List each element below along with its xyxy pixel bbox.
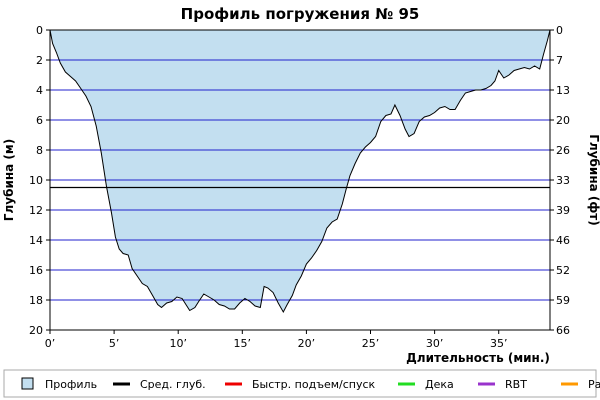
y2-tick-label: 39 bbox=[556, 204, 570, 217]
x-axis-title: Длительность (мин.) bbox=[406, 351, 550, 365]
x-tick-label: 20’ bbox=[298, 337, 316, 350]
y-tick-label: 18 bbox=[29, 294, 43, 307]
y-tick-label: 4 bbox=[36, 84, 43, 97]
y-tick-label: 8 bbox=[36, 144, 43, 157]
legend-label: Раб. bbox=[588, 378, 600, 391]
y-tick-label: 2 bbox=[36, 54, 43, 67]
y-tick-label: 16 bbox=[29, 264, 43, 277]
y-tick-label: 14 bbox=[29, 234, 43, 247]
y2-tick-label: 66 bbox=[556, 324, 570, 337]
y2-tick-label: 20 bbox=[556, 114, 570, 127]
y-axis-title-left: Глубина (м) bbox=[2, 139, 16, 221]
y2-tick-label: 46 bbox=[556, 234, 570, 247]
y-tick-label: 6 bbox=[36, 114, 43, 127]
y-tick-label: 20 bbox=[29, 324, 43, 337]
chart-title: Профиль погружения № 95 bbox=[181, 5, 420, 23]
y2-tick-label: 26 bbox=[556, 144, 570, 157]
legend: Профиль Сред. глуб. Быстр. подъем/спуск Дек… bbox=[3, 369, 600, 398]
profile-line bbox=[49, 29, 551, 314]
legend-frame bbox=[3, 369, 597, 398]
x-tick-label: 35’ bbox=[490, 337, 508, 350]
y-axis-title-right: Глубина (фт) bbox=[587, 134, 600, 225]
legend-label: Быстр. подъем/спуск bbox=[252, 378, 376, 391]
y2-tick-label: 52 bbox=[556, 264, 570, 277]
legend-label: RBT bbox=[505, 378, 527, 391]
x-tick-label: 30’ bbox=[426, 337, 444, 350]
legend-label: Дека bbox=[425, 378, 454, 391]
legend-label: Сред. глуб. bbox=[140, 378, 206, 391]
y-tick-label: 10 bbox=[29, 174, 43, 187]
x-tick-label: 0’ bbox=[45, 337, 56, 350]
y2-tick-label: 13 bbox=[556, 84, 570, 97]
legend-swatch-profile bbox=[21, 377, 34, 390]
profile-area bbox=[50, 30, 550, 312]
x-tick-label: 5’ bbox=[109, 337, 120, 350]
y2-tick-label: 0 bbox=[556, 24, 563, 37]
legend-label: Профиль bbox=[45, 378, 97, 391]
x-tick-label: 10’ bbox=[169, 337, 187, 350]
y-tick-label: 12 bbox=[29, 204, 43, 217]
x-tick-label: 15’ bbox=[234, 337, 252, 350]
y2-tick-label: 7 bbox=[556, 54, 563, 67]
x-tick-label: 25’ bbox=[362, 337, 380, 350]
y-tick-label: 0 bbox=[36, 24, 43, 37]
y2-tick-label: 59 bbox=[556, 294, 570, 307]
y2-tick-label: 33 bbox=[556, 174, 570, 187]
